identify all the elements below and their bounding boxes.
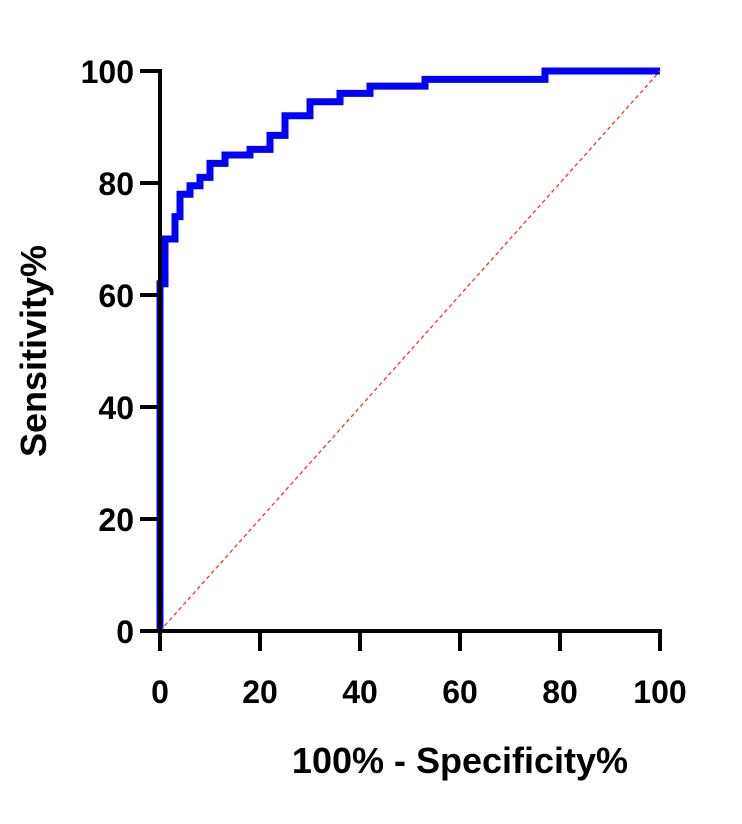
y-tick-label: 0 xyxy=(116,614,134,650)
x-axis-title: 100% - Specificity% xyxy=(292,740,628,781)
x-tick-label: 60 xyxy=(442,674,478,710)
x-tick-label: 80 xyxy=(542,674,578,710)
roc-curve-line xyxy=(156,67,660,631)
y-tick-label: 20 xyxy=(98,502,134,538)
y-tick-label: 100 xyxy=(81,54,134,90)
reference-diagonal-line xyxy=(159,70,661,632)
x-tick-label: 40 xyxy=(342,674,378,710)
axes xyxy=(158,69,662,633)
y-tick-label: 80 xyxy=(98,166,134,202)
y-tick-label: 60 xyxy=(98,278,134,314)
plot-area xyxy=(156,67,661,632)
y-tick-label: 40 xyxy=(98,390,134,426)
y-axis-title: Sensitivity% xyxy=(13,245,54,457)
x-tick-label: 100 xyxy=(633,674,686,710)
x-tick-label: 0 xyxy=(151,674,169,710)
ticks: 0 20 40 60 80 100 0 20 40 60 80 100 xyxy=(81,54,687,710)
x-tick-label: 20 xyxy=(242,674,278,710)
